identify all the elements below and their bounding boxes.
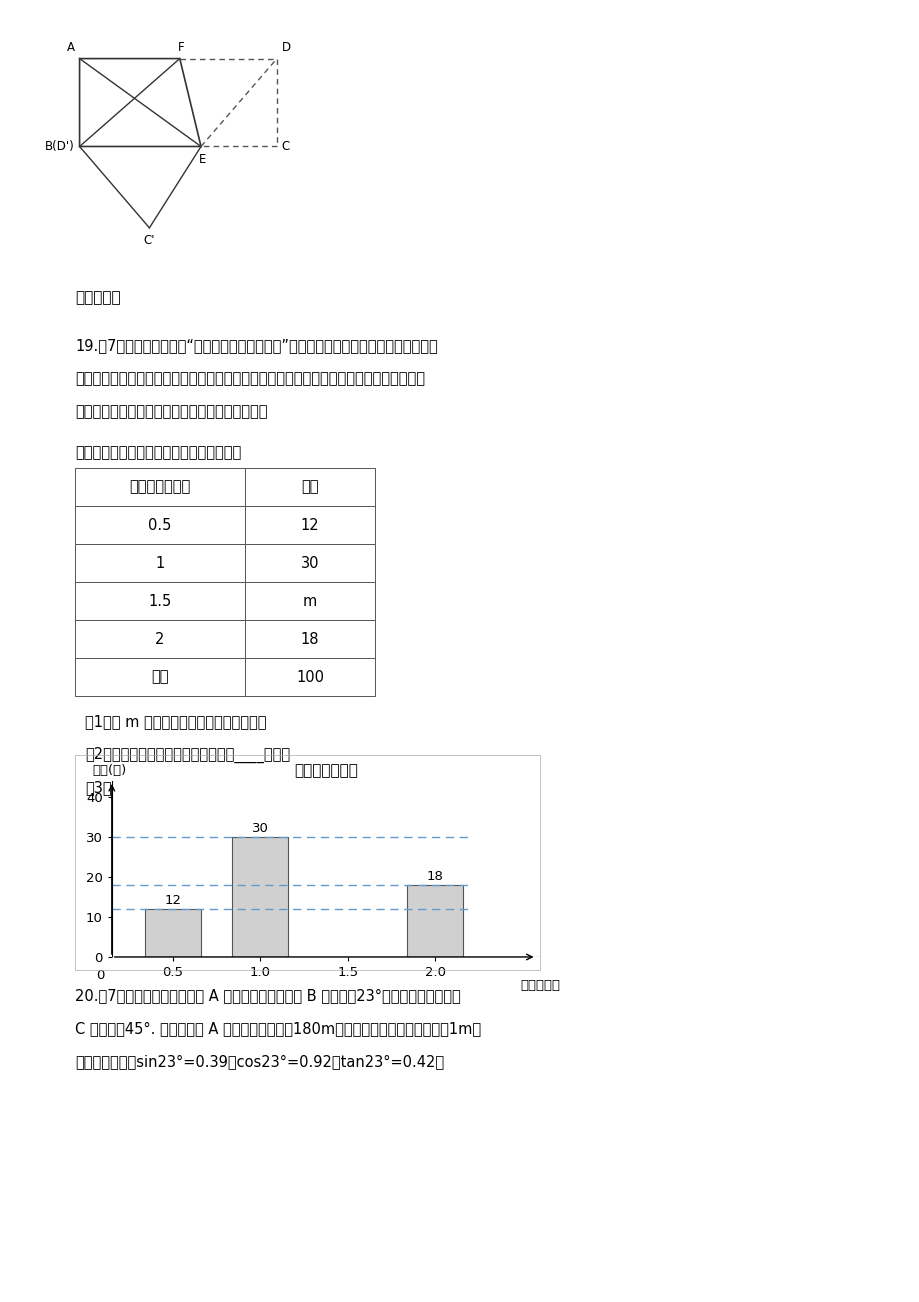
Text: C': C' <box>143 234 155 247</box>
Bar <box>244 582 375 620</box>
Text: C 的俧角为45°. 已知热气球 A 处距地面的高度为180m，求这栖大楼的高度（精确到1m）: C 的俧角为45°. 已知热气球 A 处距地面的高度为180m，求这栖大楼的高度… <box>75 1021 481 1036</box>
Bar <box>75 620 244 658</box>
Text: 日在各自社区参加义务劳动．为了解同学们劳动情况，学校随机调查了部分同学的劳动时间: 日在各自社区参加义务劳动．为了解同学们劳动情况，学校随机调查了部分同学的劳动时间 <box>75 371 425 385</box>
Bar <box>75 658 244 697</box>
Text: A: A <box>67 40 75 53</box>
Text: （3）求被调查同学的平均劳动时间．: （3）求被调查同学的平均劳动时间． <box>85 780 233 796</box>
Bar <box>244 506 375 544</box>
Text: F: F <box>177 40 185 53</box>
Title: 频数分布直方图: 频数分布直方图 <box>294 763 357 779</box>
Text: 时间（时）: 时间（时） <box>519 979 560 992</box>
Bar <box>233 837 288 957</box>
Text: 1.5: 1.5 <box>148 594 172 608</box>
Text: 12: 12 <box>165 893 181 906</box>
Text: E: E <box>199 152 206 165</box>
Text: C: C <box>281 141 289 152</box>
Text: 18: 18 <box>301 631 319 647</box>
Text: 某校七年级部分同学的劳动时间频数分布表: 某校七年级部分同学的劳动时间频数分布表 <box>75 445 241 460</box>
Bar <box>75 544 244 582</box>
Text: 100: 100 <box>296 669 323 685</box>
Text: （2）被调查同学劳动时间的中位数是____小时．: （2）被调查同学劳动时间的中位数是____小时． <box>85 747 289 763</box>
Text: 30: 30 <box>301 556 319 570</box>
Text: 20.（7分）如图，在热气球上 A 处测得一栖大楼顶部 B 的俧角为23°，测得这栖大楼底部: 20.（7分）如图，在热气球上 A 处测得一栖大楼顶部 B 的俧角为23°，测得… <box>75 988 460 1003</box>
Text: 30: 30 <box>252 822 268 835</box>
Text: 频数: 频数 <box>301 479 318 495</box>
Text: ．（参考数据：sin23°=0.39，cos23°=0.92，tan23°=0.42）: ．（参考数据：sin23°=0.39，cos23°=0.92，tan23°=0.… <box>75 1055 444 1069</box>
Text: （1）求 m 的値，并补全频数分布直方图．: （1）求 m 的値，并补全频数分布直方图． <box>85 713 267 729</box>
Text: 合计: 合计 <box>151 669 168 685</box>
Bar <box>75 467 244 506</box>
Text: 0.5: 0.5 <box>148 517 172 533</box>
Text: 劳动时间（时）: 劳动时间（时） <box>130 479 190 495</box>
Text: 19.（7分）在某市开展的“美丽春城，创卫我同行”活动中，某校倡议七年级学生利用双休: 19.（7分）在某市开展的“美丽春城，创卫我同行”活动中，某校倡议七年级学生利用… <box>75 339 437 353</box>
Text: ，并用得到的数据绘制成如下不完整的统计图表：: ，并用得到的数据绘制成如下不完整的统计图表： <box>75 404 267 419</box>
Text: 2: 2 <box>155 631 165 647</box>
Text: 0: 0 <box>96 969 105 982</box>
Bar <box>75 506 244 544</box>
Bar <box>145 909 200 957</box>
Text: 12: 12 <box>301 517 319 533</box>
Text: 18: 18 <box>426 870 443 883</box>
Text: D: D <box>281 40 290 53</box>
Text: B(D'): B(D') <box>45 141 75 152</box>
Text: 人数(人): 人数(人) <box>93 764 127 777</box>
Bar <box>244 658 375 697</box>
Text: m: m <box>302 594 317 608</box>
Bar <box>244 620 375 658</box>
Bar <box>244 544 375 582</box>
Bar <box>407 885 462 957</box>
Bar <box>244 467 375 506</box>
Text: 1: 1 <box>155 556 165 570</box>
Text: 四、解答题: 四、解答题 <box>75 290 120 305</box>
Bar <box>75 582 244 620</box>
